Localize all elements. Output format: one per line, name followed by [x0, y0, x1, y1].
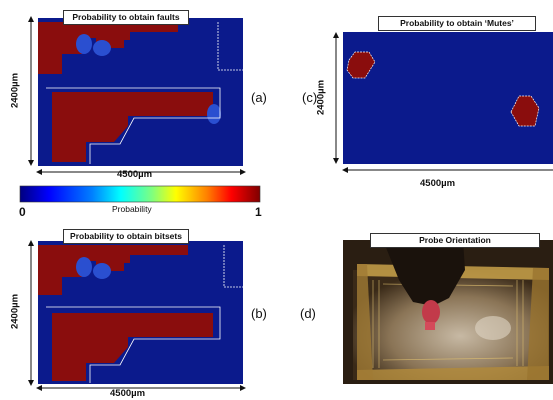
panel-b-label: (b)	[251, 306, 267, 321]
panel-b-height-label: 2400µm	[9, 293, 21, 330]
colorbar-title: Probability	[112, 204, 152, 214]
probe-body	[383, 240, 465, 306]
panel-a-label: (a)	[251, 90, 267, 105]
panel-c-width-arrow	[342, 167, 553, 173]
panel-a-width-label: 4500µm	[117, 169, 153, 180]
panel-b-title: Probability to obtain bitsets	[63, 229, 189, 244]
panel-c-height-arrow	[333, 32, 339, 164]
hot-region-upper	[38, 245, 188, 295]
panel-a-width-arrow	[36, 169, 246, 175]
mute-probability-heatmap	[343, 32, 553, 164]
warm-spot-1	[76, 257, 92, 277]
warm-spot-2	[93, 263, 111, 279]
colorbar-min-label: 0	[19, 205, 26, 219]
colorbar-gradient	[19, 185, 261, 203]
panel-a-title: Probability to obtain faults	[63, 10, 189, 25]
probe-orientation-photo	[343, 240, 553, 384]
bitset-probability-heatmap	[38, 241, 243, 384]
hot-spot-left	[346, 51, 376, 79]
hot-region-lower	[52, 313, 213, 381]
hot-region-lower	[52, 92, 213, 162]
fault-probability-heatmap	[38, 18, 243, 166]
panel-a-height-label: 2400µm	[9, 72, 21, 109]
panel-d-title: Probe Orientation	[370, 233, 540, 248]
probe-tip	[422, 300, 440, 324]
hot-spot-right	[510, 95, 540, 127]
panel-c-width-label: 4500µm	[420, 178, 456, 189]
panel-b-height-arrow	[28, 240, 34, 386]
panel-b-width-arrow	[36, 385, 246, 391]
warm-spot-3	[207, 104, 221, 124]
panel-d-label: (d)	[300, 306, 316, 321]
warm-spot-2	[93, 40, 111, 56]
panel-c-label: (c)	[302, 90, 318, 105]
panel-a-height-arrow	[28, 16, 34, 166]
warm-spot-1	[76, 34, 92, 54]
colorbar-max-label: 1	[255, 205, 262, 219]
panel-b-width-label: 4500µm	[110, 388, 146, 399]
panel-c-title: Probability to obtain ‘Mutes’	[378, 16, 536, 31]
